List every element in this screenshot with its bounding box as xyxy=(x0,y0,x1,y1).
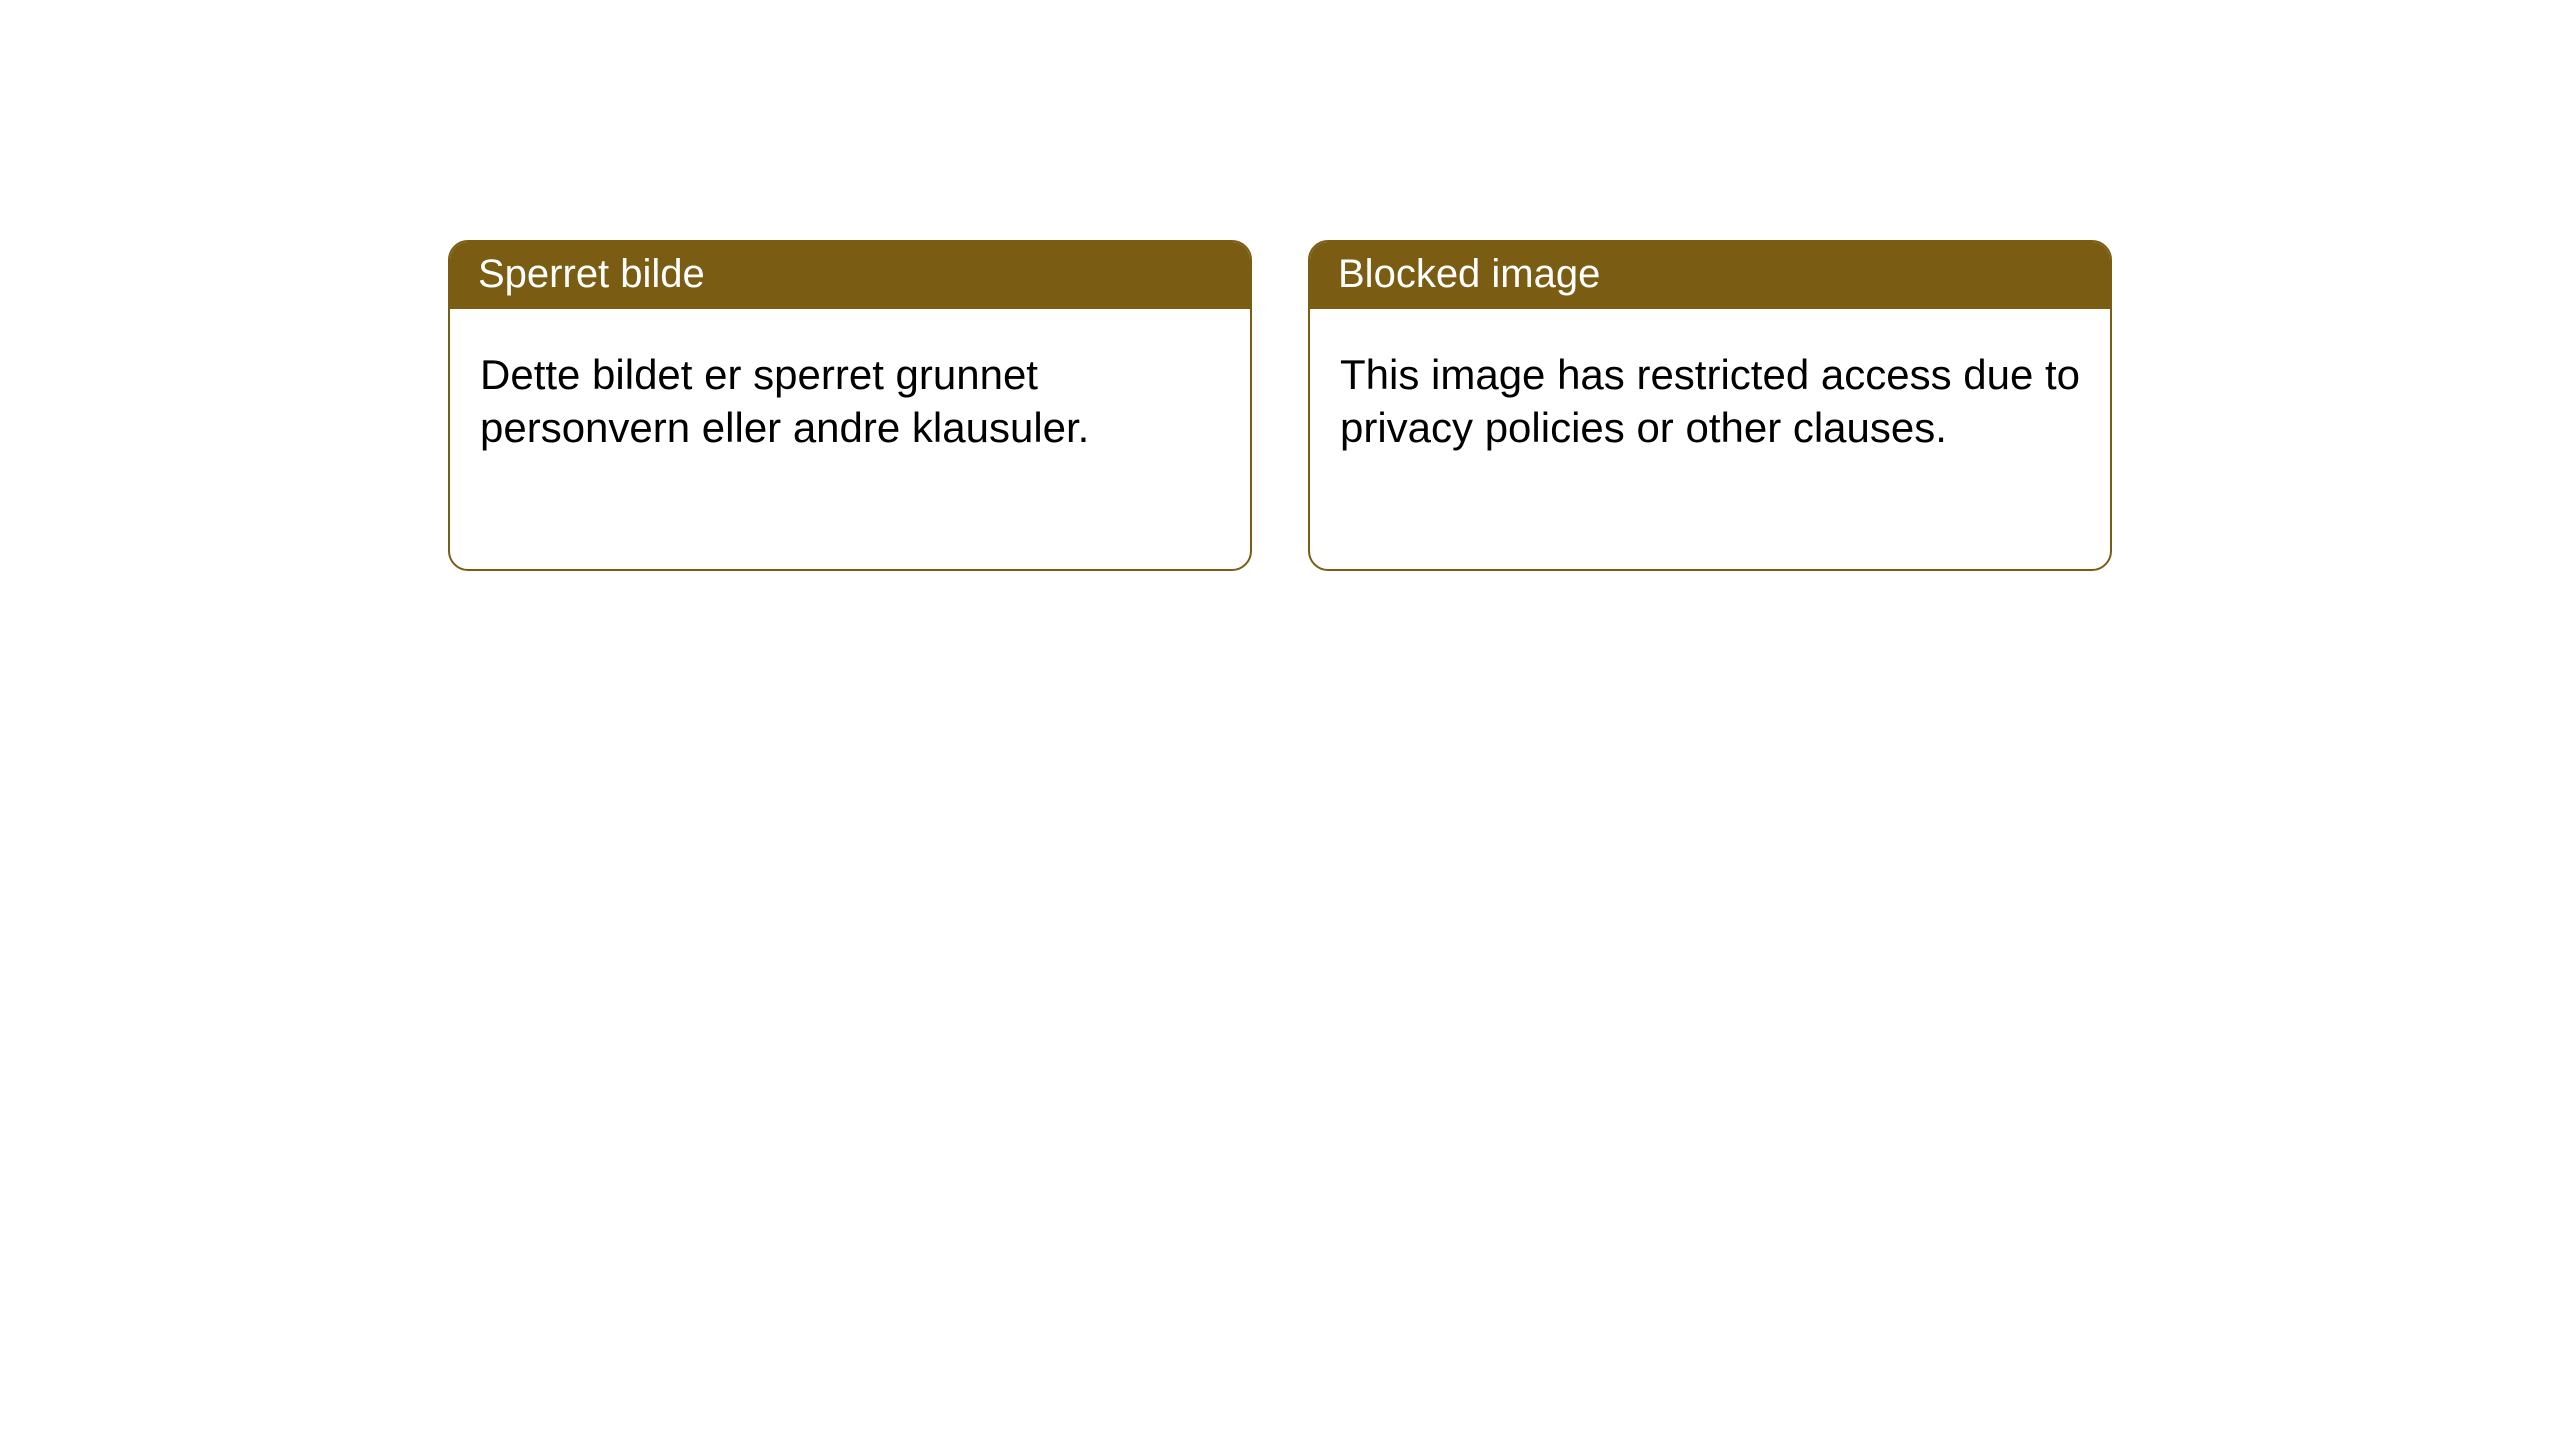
notice-title: Sperret bilde xyxy=(478,252,705,296)
notice-body-text: Dette bildet er sperret grunnet personve… xyxy=(480,351,1089,451)
notice-body: This image has restricted access due to … xyxy=(1310,309,2110,569)
notice-card-english: Blocked image This image has restricted … xyxy=(1308,240,2112,571)
notice-cards-container: Sperret bilde Dette bildet er sperret gr… xyxy=(448,240,2112,571)
notice-title: Blocked image xyxy=(1338,252,1600,296)
notice-header: Sperret bilde xyxy=(450,242,1250,309)
notice-card-norwegian: Sperret bilde Dette bildet er sperret gr… xyxy=(448,240,1252,571)
notice-header: Blocked image xyxy=(1310,242,2110,309)
notice-body-text: This image has restricted access due to … xyxy=(1340,351,2080,451)
notice-body: Dette bildet er sperret grunnet personve… xyxy=(450,309,1250,569)
